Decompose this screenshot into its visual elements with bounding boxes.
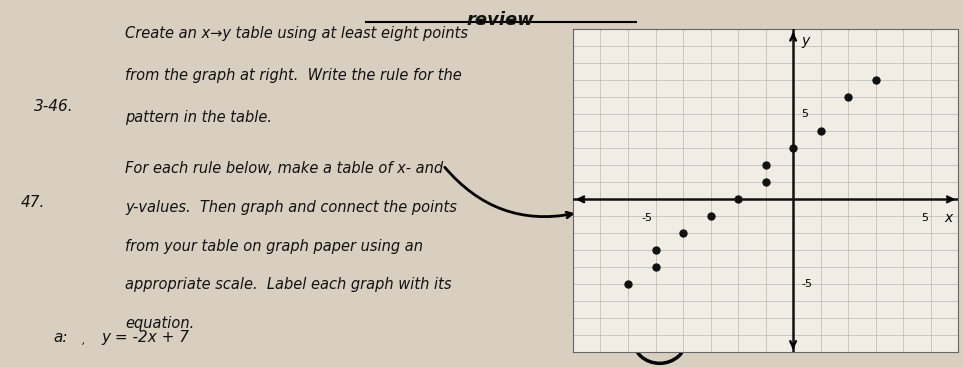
Text: 3-46.: 3-46.	[34, 99, 73, 114]
Text: 47.: 47.	[21, 195, 45, 210]
Text: y = -2x + 7: y = -2x + 7	[101, 330, 189, 345]
Text: y = 11x: y = 11x	[698, 330, 758, 345]
Text: -5: -5	[641, 213, 653, 223]
Text: For each rule below, make a table of x- and: For each rule below, make a table of x- …	[125, 161, 443, 177]
Text: x: x	[945, 211, 952, 225]
Text: y: y	[801, 34, 810, 48]
Text: 5: 5	[921, 213, 928, 223]
Text: Create an x→y table using at least eight points: Create an x→y table using at least eight…	[125, 26, 468, 41]
Text: 5: 5	[801, 109, 808, 119]
Text: b.: b.	[652, 332, 667, 347]
Text: y-values.  Then graph and connect the points: y-values. Then graph and connect the poi…	[125, 200, 457, 215]
Text: from the graph at right.  Write the rule for the: from the graph at right. Write the rule …	[125, 68, 462, 83]
Text: appropriate scale.  Label each graph with its: appropriate scale. Label each graph with…	[125, 277, 452, 292]
Text: -5: -5	[801, 279, 813, 289]
Text: review: review	[467, 11, 534, 29]
Text: equation.: equation.	[125, 316, 195, 331]
Text: a:: a:	[53, 330, 67, 345]
Text: ,: ,	[82, 336, 86, 346]
Text: pattern in the table.: pattern in the table.	[125, 110, 273, 125]
Text: from your table on graph paper using an: from your table on graph paper using an	[125, 239, 423, 254]
